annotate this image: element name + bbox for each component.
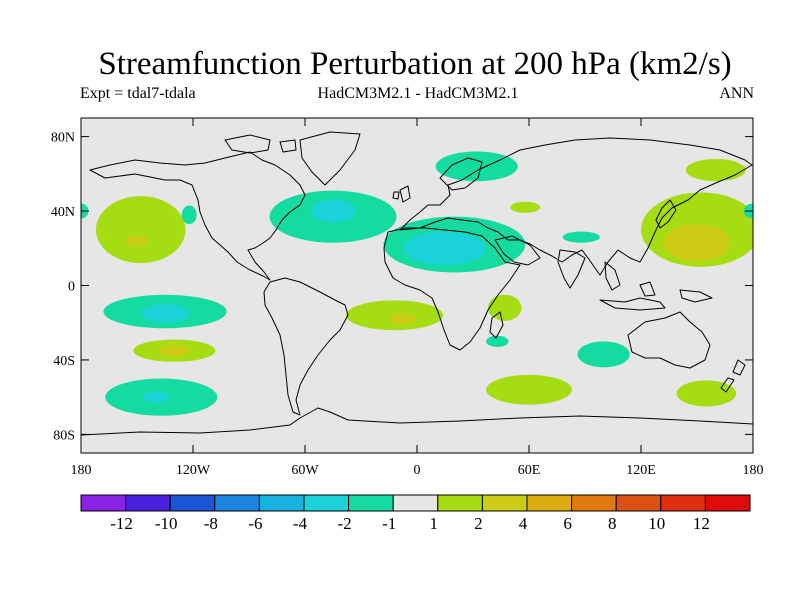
colorbar-label-5: -2: [338, 514, 352, 533]
lat-tick-label-0: 80N: [51, 131, 75, 146]
lon-tick-label-6: 180: [743, 463, 764, 478]
anomaly-ne-asia-positive: [685, 158, 746, 182]
colorbar-label-10: 6: [563, 514, 572, 533]
anomaly-southern-ocean-core: [142, 391, 169, 403]
lon-tick-label-5: 120E: [626, 463, 656, 478]
lat-tick-label-4: 80S: [53, 428, 75, 443]
colorbar-swatch-1: [125, 494, 171, 512]
anomaly-canada-negative-blob: [181, 205, 197, 225]
experiment-label: Expt = tdal7-tdala: [80, 85, 196, 102]
colorbar-label-12: 10: [648, 514, 665, 533]
axis-ticks: 80N 40N 0 40S 80S 180 120W 60W 0 60E 120E 180: [51, 118, 764, 478]
coast-antarctica: [81, 407, 753, 436]
colorbar-label-6: -1: [382, 514, 396, 533]
coast-new-zealand: [720, 359, 746, 393]
colorbar-label-13: 12: [693, 514, 710, 533]
anomaly-arabia-positive: [510, 201, 541, 213]
season-label: ANN: [719, 85, 754, 102]
colorbar-label-3: -6: [248, 514, 262, 533]
colorbar-swatch-11: [571, 494, 617, 512]
colorbar-label-2: -8: [204, 514, 218, 533]
coast-south-america: [263, 277, 349, 416]
lon-tick-label-0: 180: [71, 463, 92, 478]
colorbar-swatch-9: [481, 494, 528, 512]
colorbar-swatch-12: [615, 494, 662, 512]
colorbar-swatch-3: [214, 494, 260, 512]
colorbar-label-1: -10: [155, 514, 178, 533]
model-label: HadCM3M2.1 - HadCM3M2.1: [317, 85, 519, 102]
colorbar-swatch-6: [348, 494, 394, 512]
anomaly-se-pacific-core: [140, 304, 190, 323]
coast-north-america: [89, 151, 306, 281]
colorbar-swatch-13: [660, 494, 706, 512]
anomaly-w-pacific-core: [663, 224, 731, 262]
lat-tick-label-3: 40S: [53, 354, 75, 369]
colorbar-swatch-14: [704, 494, 751, 512]
colorbar-swatch-2: [169, 494, 216, 512]
coast-africa: [383, 227, 521, 351]
coast-japan: [655, 199, 677, 229]
anomaly-n-europe-negative: [435, 151, 518, 182]
coast-se-asia: [599, 261, 713, 311]
anomaly-ne-pacific-core: [125, 235, 149, 247]
colorbar-swatch-10: [526, 494, 573, 512]
lon-tick-label-2: 60W: [291, 463, 319, 478]
anomaly-n-atlantic-core: [310, 199, 356, 223]
coast-british-isles: [392, 185, 411, 203]
colorbar-swatch-5: [303, 494, 350, 512]
lat-tick-label-1: 40N: [51, 205, 75, 220]
anomaly-s-africa-negative: [486, 335, 509, 347]
anomaly-s-indian-positive: [486, 374, 572, 405]
coast-greenland: [299, 131, 361, 186]
colorbar-label-8: 2: [474, 514, 483, 533]
coastlines: [81, 131, 753, 436]
coast-madagascar: [489, 311, 504, 339]
anomaly-n-indian-negative: [562, 231, 600, 243]
anomaly-layer: [81, 151, 753, 416]
colorbar-swatch-7: [392, 494, 439, 512]
lon-tick-label-3: 0: [414, 463, 421, 478]
coast-arctic-islands: [224, 134, 297, 154]
anomaly-s-indian-negative: [577, 341, 630, 368]
colorbar-label-0: -12: [110, 514, 133, 533]
colorbar-swatch-8: [437, 494, 483, 512]
colorbar-label-9: 4: [519, 514, 528, 533]
anomaly-n-africa-core: [403, 231, 487, 266]
coast-arabia: [494, 235, 541, 266]
anomaly-ne-pacific-positive: [95, 196, 186, 264]
colorbar-label-4: -4: [293, 514, 308, 533]
colorbar: -12 -10 -8 -6 -4 -2 -1 1 2 4 6 8 10 12: [80, 494, 751, 533]
coast-india: [557, 249, 586, 289]
anomaly-s-pacific-core: [159, 345, 190, 357]
plot-title: Streamfunction Perturbation at 200 hPa (…: [98, 46, 732, 82]
lon-tick-label-4: 60E: [518, 463, 541, 478]
colorbar-swatch-4: [258, 494, 305, 512]
lat-tick-label-2: 0: [68, 280, 75, 295]
lon-tick-label-1: 120W: [176, 463, 211, 478]
colorbar-swatch-0: [80, 494, 127, 512]
anomaly-s-tasman-positive: [676, 380, 737, 407]
colorbar-label-11: 8: [608, 514, 617, 533]
anomaly-s-atlantic-core: [389, 313, 416, 325]
coast-scandinavia: [439, 157, 483, 191]
coast-australia: [627, 311, 711, 369]
colorbar-label-7: 1: [430, 514, 439, 533]
